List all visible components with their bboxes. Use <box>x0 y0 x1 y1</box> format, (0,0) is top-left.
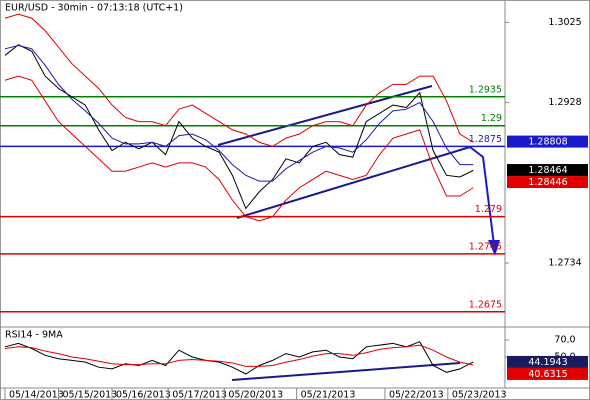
arrow-head <box>488 240 500 256</box>
x-tick-label: 05/15/2013 <box>63 390 118 400</box>
series-line <box>4 13 474 147</box>
level-label: 1.2875 <box>469 134 502 145</box>
level-label: 1.279 <box>475 204 502 215</box>
level-label: 1.2675 <box>469 299 502 310</box>
series-line <box>4 344 474 367</box>
price-marker-label: 1.28446 <box>528 177 567 188</box>
channel-lower <box>236 146 471 219</box>
price-marker <box>507 135 588 148</box>
price-marker <box>507 367 588 380</box>
x-tick-label: 05/22/2013 <box>389 390 444 400</box>
forecast-arrow <box>469 146 495 246</box>
trend-channel <box>217 85 471 381</box>
y-tick-label: 70.0 <box>554 335 575 346</box>
price-marker <box>507 164 588 177</box>
price-marker <box>507 355 588 368</box>
price-marker-label: 44.1943 <box>528 357 567 368</box>
y-tick-label: 1.2928 <box>548 97 581 108</box>
series-line <box>4 341 474 375</box>
chart-title: EUR/USD - 30min - 07:13:18 (UTC+1) <box>5 3 183 14</box>
series-line <box>4 44 474 210</box>
x-tick-label: 05/17/2013 <box>172 390 227 400</box>
y-tick-label: 1.3025 <box>548 17 581 28</box>
channel-upper <box>217 85 433 146</box>
rsi-title: RSI14 - 9MA <box>5 330 63 341</box>
x-tick-label: 05/16/2013 <box>116 390 171 400</box>
series-line <box>4 45 474 182</box>
level-label: 1.2935 <box>469 84 502 95</box>
y-tick-label: 1.2734 <box>548 257 581 268</box>
x-tick-label: 05/20/2013 <box>228 390 283 400</box>
series-line <box>4 75 474 222</box>
price-marker-label: 1.28464 <box>528 165 567 176</box>
x-tick-label: 05/21/2013 <box>301 390 356 400</box>
x-tick-label: 05/14/2013 <box>9 390 64 400</box>
price-marker <box>507 176 588 189</box>
x-tick-label: 05/23/2013 <box>452 390 507 400</box>
rsi-trendline <box>231 362 461 381</box>
level-label: 1.29 <box>481 113 502 124</box>
price-marker-label: 1.28808 <box>528 137 567 148</box>
price-marker-label: 40.6315 <box>528 369 567 380</box>
level-label: 1.2745 <box>469 241 502 252</box>
